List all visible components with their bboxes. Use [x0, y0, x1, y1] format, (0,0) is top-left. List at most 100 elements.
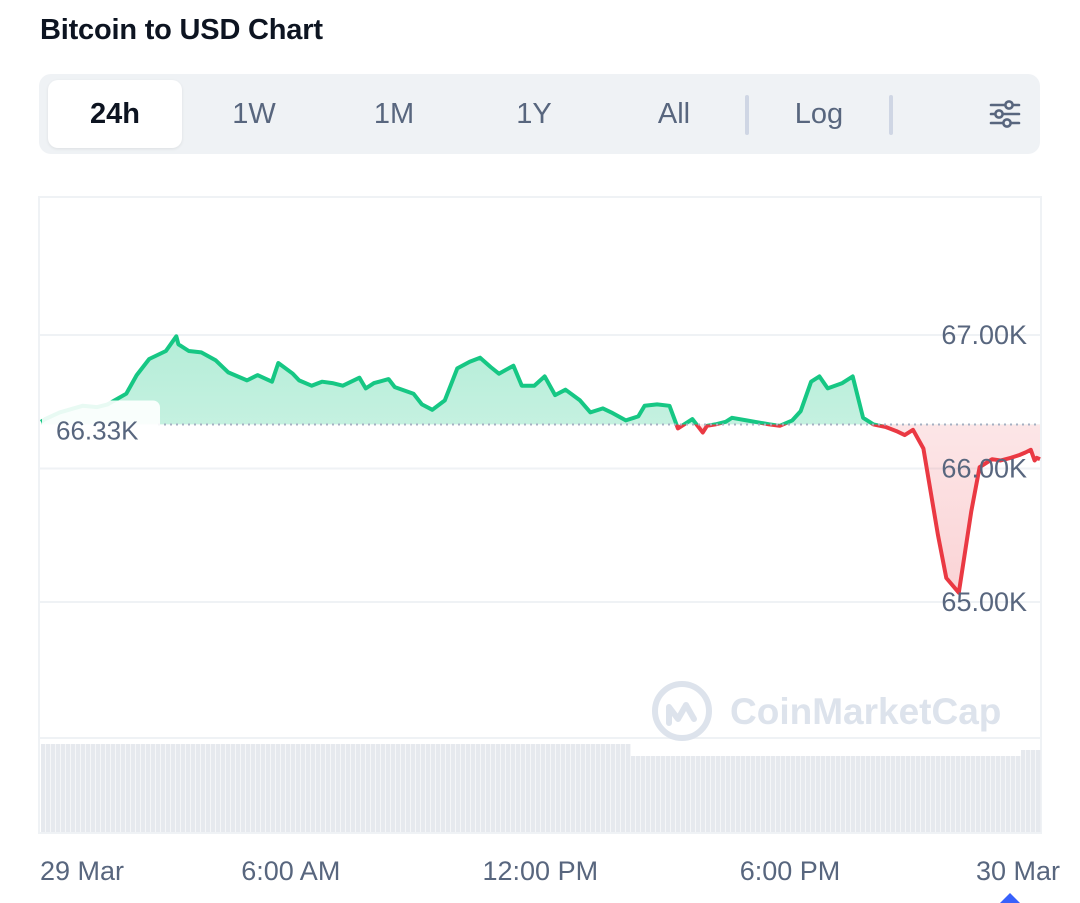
price-area-up: [41, 336, 1040, 425]
x-tick-label: 12:00 PM: [482, 856, 599, 886]
volume-bar: [236, 744, 241, 832]
coinmarketcap-logo-icon: [652, 681, 712, 741]
volume-bar: [946, 756, 951, 832]
volume-bar: [91, 744, 96, 832]
volume-bar: [396, 744, 401, 832]
volume-bar: [1006, 756, 1011, 832]
volume-bar: [776, 756, 781, 832]
volume-bar: [586, 744, 591, 832]
current-time-marker: [1000, 893, 1020, 903]
volume-bar: [701, 756, 706, 832]
volume-bar: [781, 756, 786, 832]
volume-bar: [101, 744, 106, 832]
volume-bar: [61, 744, 66, 832]
volume-bar: [146, 744, 151, 832]
volume-bar: [796, 756, 801, 832]
volume-bar: [301, 744, 306, 832]
volume-bar: [121, 744, 126, 832]
volume-bar: [856, 756, 861, 832]
volume-bar: [351, 744, 356, 832]
volume-bar: [991, 756, 996, 832]
tab-1w[interactable]: 1W: [232, 97, 276, 130]
tab-24h[interactable]: 24h: [48, 80, 182, 148]
volume-bar: [486, 744, 491, 832]
x-tick-label: 30 Mar: [976, 856, 1061, 886]
volume-bar: [931, 756, 936, 832]
volume-bar: [116, 744, 121, 832]
volume-bar: [951, 756, 956, 832]
volume-bar: [736, 756, 741, 832]
x-tick-label: 6:00 AM: [241, 856, 341, 886]
volume-bar: [206, 744, 211, 832]
volume-bar: [136, 744, 141, 832]
volume-bar: [686, 756, 691, 832]
volume-bar: [726, 756, 731, 832]
reference-price-label: 66.33K: [56, 415, 139, 445]
volume-bar: [731, 756, 736, 832]
tab-1y[interactable]: 1Y: [516, 97, 552, 130]
volume-bar: [851, 756, 856, 832]
volume-bar: [196, 744, 201, 832]
volume-bar: [166, 744, 171, 832]
volume-bar: [316, 744, 321, 832]
volume-bar: [691, 756, 696, 832]
price-line-down: [674, 424, 1041, 595]
volume-bar: [741, 756, 746, 832]
volume-bar: [261, 744, 266, 832]
volume-bar: [456, 744, 461, 832]
volume-bar: [966, 756, 971, 832]
volume-bar: [831, 756, 836, 832]
volume-bar: [451, 744, 456, 832]
volume-bar: [771, 756, 776, 832]
tab-all[interactable]: All: [657, 97, 691, 130]
price-chart[interactable]: CoinMarketCap 66.33K 67.00K 66.00K 65.00K: [38, 196, 1042, 834]
volume-bar: [1001, 756, 1006, 832]
volume-bar: [326, 744, 331, 832]
chart-settings-button[interactable]: [945, 80, 1065, 148]
volume-bar: [956, 756, 961, 832]
volume-bar: [556, 744, 561, 832]
volume-bar: [341, 744, 346, 832]
volume-bar: [676, 756, 681, 832]
volume-bar: [711, 756, 716, 832]
volume-bar: [576, 744, 581, 832]
volume-bar: [211, 744, 216, 832]
log-scale-toggle[interactable]: Log: [794, 97, 844, 130]
volume-bar: [871, 756, 876, 832]
volume-bar: [791, 756, 796, 832]
volume-bar: [941, 756, 946, 832]
volume-bar: [386, 744, 391, 832]
volume-bar: [926, 756, 931, 832]
volume-bar: [601, 744, 606, 832]
tab-1m[interactable]: 1M: [373, 97, 415, 130]
volume-bar: [816, 756, 821, 832]
volume-bar: [516, 744, 521, 832]
volume-bar: [591, 744, 596, 832]
volume-bar: [1021, 750, 1026, 832]
volume-bar: [546, 744, 551, 832]
volume-bar: [256, 744, 261, 832]
tab-separator: [889, 95, 893, 135]
volume-bar: [41, 744, 46, 832]
volume-bar: [86, 744, 91, 832]
volume-bar: [281, 744, 286, 832]
volume-bar: [981, 756, 986, 832]
volume-bar: [681, 756, 686, 832]
volume-bar: [666, 756, 671, 832]
volume-bar: [161, 744, 166, 832]
volume-bar: [1016, 756, 1021, 832]
volume-bar: [466, 744, 471, 832]
volume-bar: [646, 756, 651, 832]
volume-bar: [881, 756, 886, 832]
volume-bar: [581, 744, 586, 832]
volume-bar: [271, 744, 276, 832]
volume-bar: [476, 744, 481, 832]
volume-bar: [96, 744, 101, 832]
volume-bar: [541, 744, 546, 832]
volume-bar: [746, 756, 751, 832]
volume-bar: [866, 756, 871, 832]
volume-bar: [561, 744, 566, 832]
volume-bar: [631, 756, 636, 832]
volume-bar: [786, 756, 791, 832]
volume-bar: [921, 756, 926, 832]
